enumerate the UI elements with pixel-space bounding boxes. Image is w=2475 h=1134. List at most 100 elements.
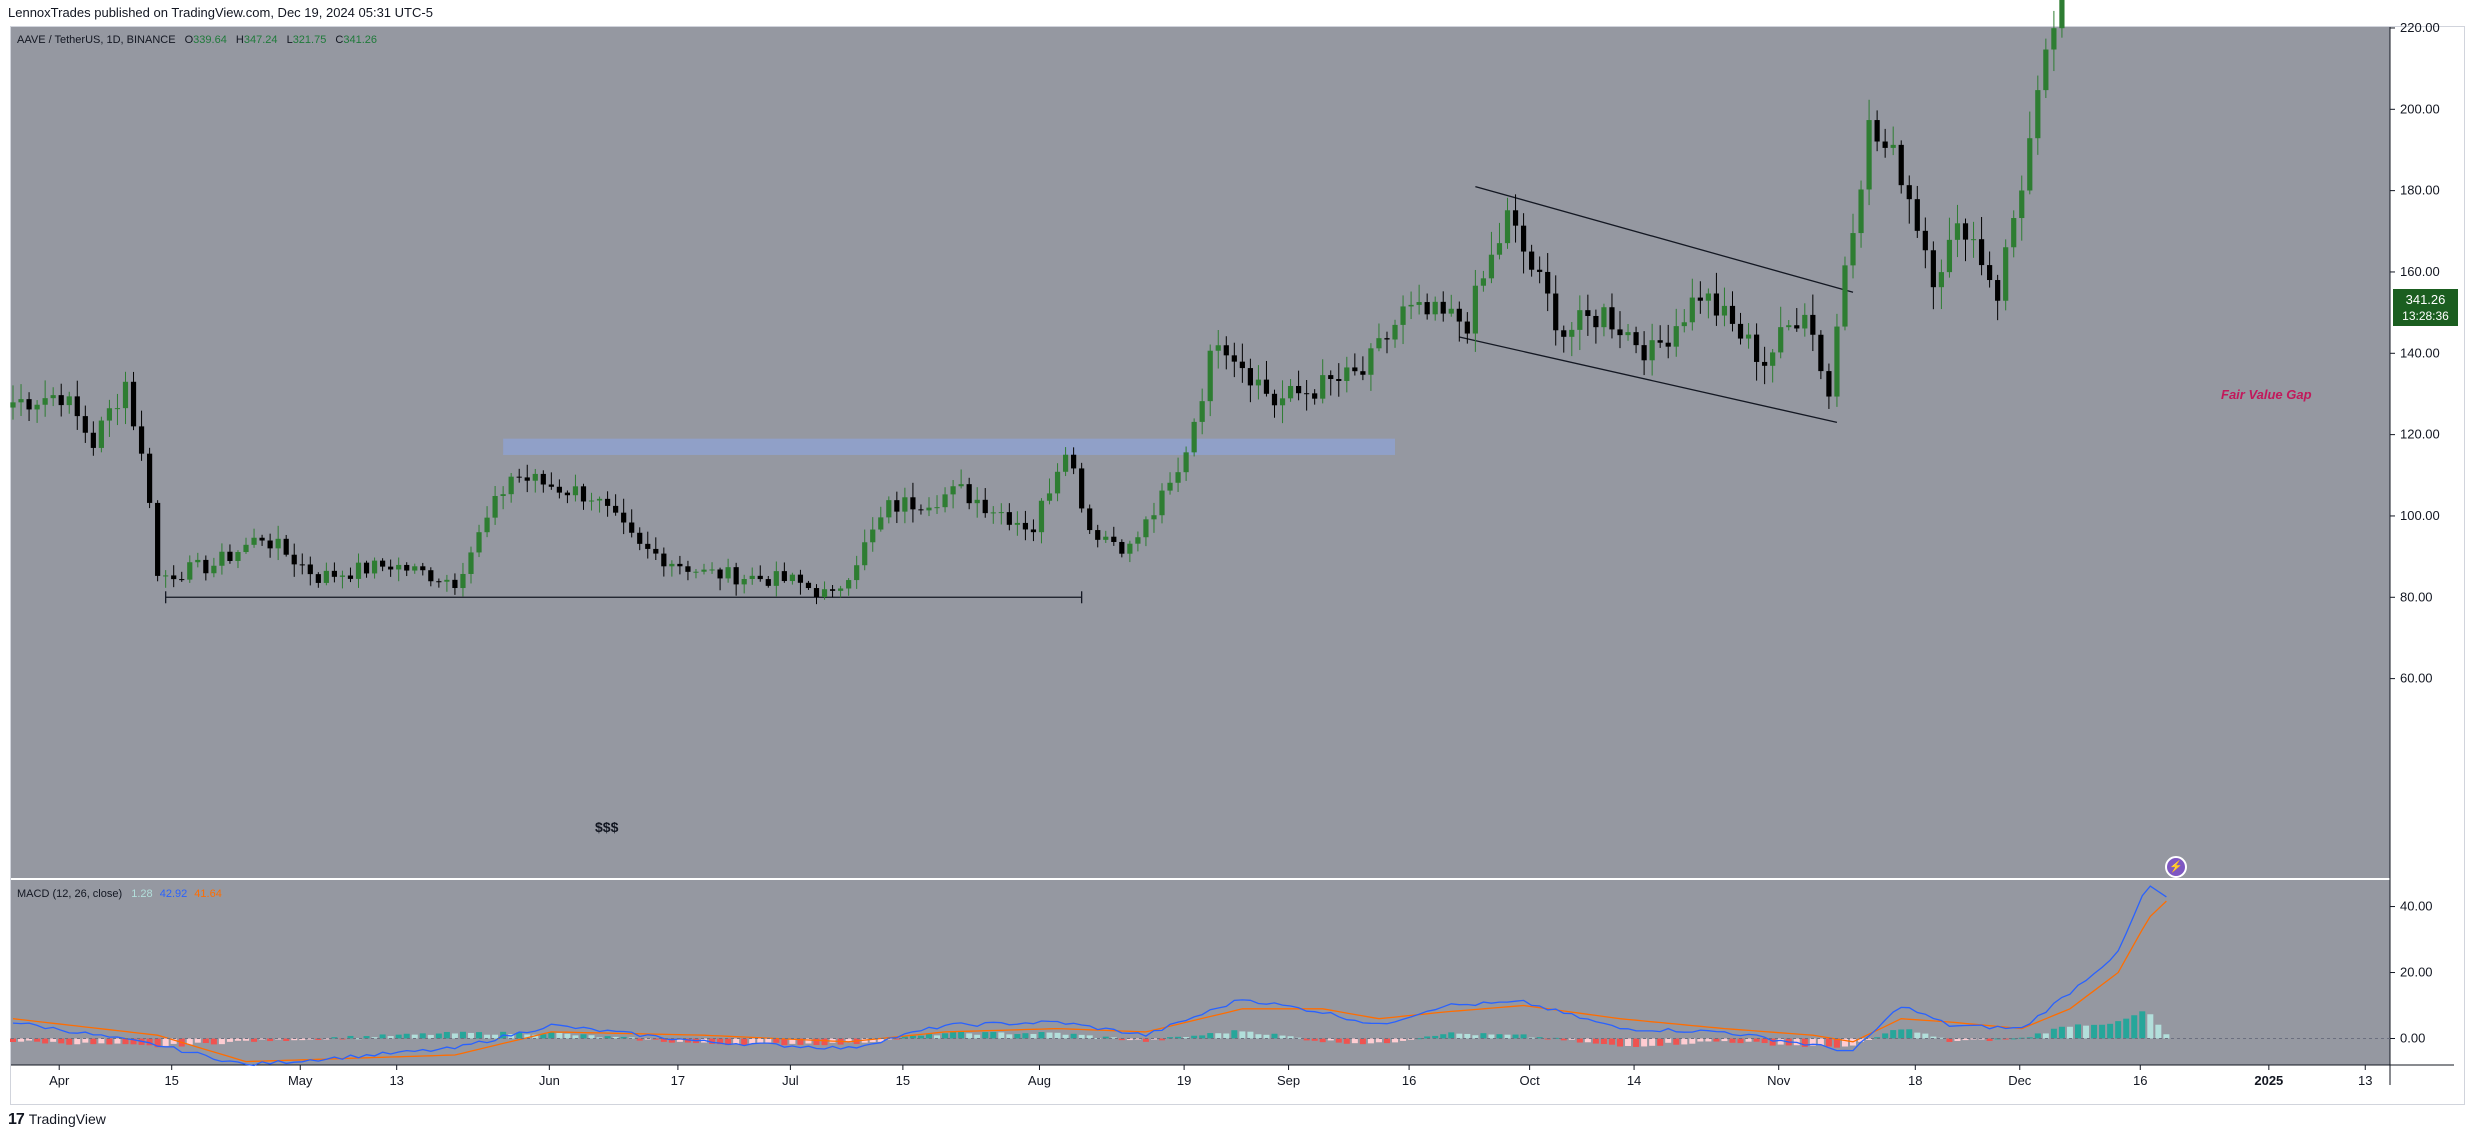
candle-body[interactable]: [2027, 138, 2033, 191]
candle-body[interactable]: [1858, 189, 1864, 234]
macd-histogram-bar[interactable]: [194, 1038, 201, 1043]
macd-histogram-bar[interactable]: [588, 1035, 595, 1039]
candle-body[interactable]: [2043, 49, 2049, 91]
macd-histogram-bar[interactable]: [845, 1038, 852, 1043]
macd-histogram-bar[interactable]: [1432, 1035, 1439, 1039]
candle-body[interactable]: [1472, 285, 1478, 334]
candle-body[interactable]: [1071, 454, 1077, 469]
macd-histogram-bar[interactable]: [741, 1038, 748, 1046]
candle-body[interactable]: [1962, 223, 1969, 240]
candle-body[interactable]: [1255, 379, 1262, 386]
candle-body[interactable]: [1456, 308, 1462, 322]
candle-body[interactable]: [1770, 352, 1776, 366]
macd-histogram-bar[interactable]: [1416, 1038, 1423, 1040]
candle-body[interactable]: [950, 486, 956, 495]
candle-body[interactable]: [757, 575, 763, 580]
candle-body[interactable]: [155, 502, 161, 576]
candle-body[interactable]: [291, 554, 297, 565]
candle-body[interactable]: [1448, 308, 1454, 314]
candle-body[interactable]: [106, 408, 113, 421]
macd-histogram-bar[interactable]: [1408, 1038, 1415, 1040]
candle-body[interactable]: [1312, 393, 1318, 399]
macd-histogram-bar[interactable]: [813, 1038, 820, 1046]
macd-histogram-bar[interactable]: [1215, 1033, 1222, 1039]
macd-histogram-bar[interactable]: [612, 1036, 619, 1039]
macd-histogram-bar[interactable]: [2010, 1038, 2017, 1040]
candle-body[interactable]: [1046, 493, 1053, 501]
candle-body[interactable]: [1512, 210, 1519, 226]
candle-body[interactable]: [1014, 522, 1020, 525]
candle-body[interactable]: [733, 567, 739, 585]
macd-histogram-bar[interactable]: [1175, 1036, 1182, 1039]
candle-body[interactable]: [701, 569, 707, 572]
candle-body[interactable]: [934, 507, 940, 509]
candle-body[interactable]: [637, 532, 643, 544]
macd-histogram-bar[interactable]: [1456, 1033, 1463, 1039]
macd-histogram-bar[interactable]: [893, 1038, 900, 1040]
candle-body[interactable]: [468, 552, 474, 574]
candle-body[interactable]: [669, 563, 675, 567]
candle-body[interactable]: [862, 542, 868, 566]
candle-body[interactable]: [1745, 334, 1752, 339]
macd-histogram-bar[interactable]: [668, 1038, 675, 1043]
macd-histogram-bar[interactable]: [1657, 1038, 1664, 1046]
candle-body[interactable]: [1520, 225, 1527, 252]
candle-body[interactable]: [307, 564, 313, 575]
macd-histogram-bar[interactable]: [1440, 1034, 1447, 1039]
macd-histogram-bar[interactable]: [1761, 1038, 1768, 1044]
macd-histogram-bar[interactable]: [1536, 1037, 1543, 1039]
candle-body[interactable]: [1561, 330, 1567, 337]
candle-body[interactable]: [2051, 28, 2057, 50]
macd-histogram-bar[interactable]: [275, 1038, 282, 1040]
candle-body[interactable]: [1111, 536, 1117, 542]
candle-body[interactable]: [1882, 141, 1888, 148]
candle-body[interactable]: [1922, 230, 1928, 251]
macd-histogram-bar[interactable]: [379, 1034, 386, 1039]
resistance-zone[interactable]: [503, 438, 1396, 455]
candle-body[interactable]: [1938, 272, 1944, 288]
candle-body[interactable]: [26, 399, 32, 410]
macd-histogram-bar[interactable]: [1351, 1038, 1358, 1044]
candle-body[interactable]: [259, 537, 265, 541]
candle-body[interactable]: [1914, 199, 1920, 231]
candle-body[interactable]: [1609, 307, 1615, 330]
macd-histogram-bar[interactable]: [1962, 1038, 1969, 1041]
candle-body[interactable]: [235, 552, 241, 561]
candle-body[interactable]: [1898, 144, 1904, 186]
candle-body[interactable]: [396, 564, 402, 570]
macd-histogram-bar[interactable]: [1159, 1038, 1166, 1041]
candle-body[interactable]: [1199, 401, 1205, 422]
macd-histogram-bar[interactable]: [1134, 1038, 1141, 1040]
candle-body[interactable]: [2011, 218, 2017, 248]
macd-histogram-bar[interactable]: [162, 1038, 169, 1046]
macd-histogram-bar[interactable]: [1480, 1033, 1487, 1039]
macd-histogram-bar[interactable]: [2066, 1026, 2073, 1039]
candle-body[interactable]: [114, 408, 121, 410]
macd-histogram-bar[interactable]: [1400, 1038, 1407, 1041]
macd-histogram-bar[interactable]: [1825, 1038, 1832, 1047]
macd-histogram-bar[interactable]: [1263, 1034, 1270, 1039]
macd-histogram-bar[interactable]: [596, 1037, 603, 1039]
candle-body[interactable]: [299, 564, 305, 566]
macd-histogram-bar[interactable]: [492, 1034, 499, 1039]
candle-body[interactable]: [1408, 304, 1414, 307]
candle-body[interactable]: [974, 499, 980, 504]
macd-histogram-bar[interactable]: [1271, 1033, 1278, 1039]
candle-body[interactable]: [653, 548, 659, 554]
macd-histogram-bar[interactable]: [1335, 1038, 1342, 1043]
macd-histogram-bar[interactable]: [427, 1034, 434, 1039]
candle-body[interactable]: [66, 396, 72, 406]
candle-body[interactable]: [331, 570, 337, 577]
candle-body[interactable]: [1987, 265, 1993, 281]
candle-body[interactable]: [1842, 265, 1848, 327]
candle-body[interactable]: [1826, 371, 1832, 397]
macd-histogram-bar[interactable]: [1110, 1037, 1117, 1039]
macd-histogram-bar[interactable]: [1327, 1038, 1334, 1041]
candle-body[interactable]: [267, 540, 273, 549]
macd-histogram-bar[interactable]: [998, 1032, 1005, 1039]
candle-body[interactable]: [813, 588, 820, 597]
candle-body[interactable]: [1336, 379, 1342, 381]
candle-body[interactable]: [1304, 393, 1310, 395]
candle-body[interactable]: [661, 553, 667, 567]
candle-body[interactable]: [1762, 361, 1768, 366]
